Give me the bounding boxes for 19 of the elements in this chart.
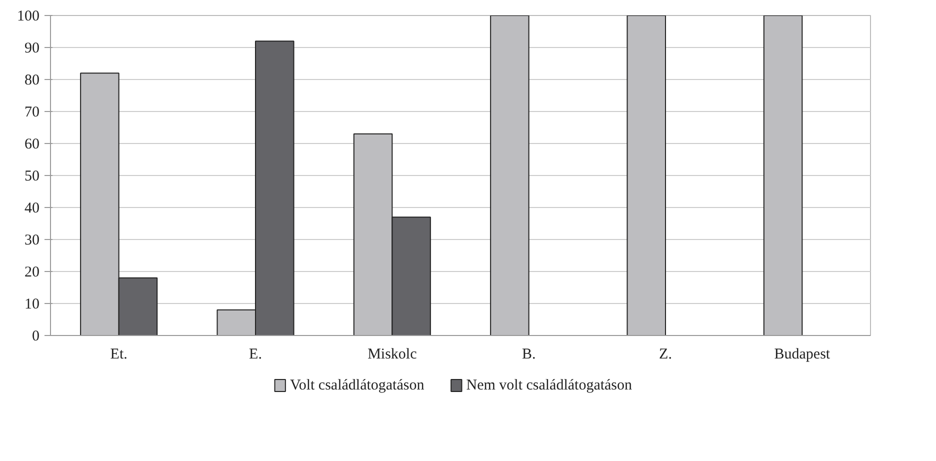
- y-tick-label: 90: [24, 40, 40, 56]
- x-tick-label: Z.: [659, 346, 672, 362]
- y-tick-label: 0: [32, 328, 40, 344]
- y-tick-label: 70: [24, 104, 40, 120]
- legend-label: Nem volt családlátogatáson: [466, 378, 633, 394]
- x-tick-label: Budapest: [774, 346, 831, 362]
- x-tick-label: Miskolc: [368, 346, 418, 362]
- x-tick-label: Et.: [110, 346, 128, 362]
- y-tick-label: 30: [24, 232, 40, 248]
- y-tick-label: 50: [24, 168, 40, 184]
- x-tick-label: E.: [249, 346, 262, 362]
- y-tick-label: 10: [24, 296, 40, 312]
- legend-label: Volt családlátogatáson: [290, 378, 425, 394]
- x-tick-label: B.: [522, 346, 536, 362]
- y-tick-label: 20: [24, 264, 40, 280]
- y-tick-label: 80: [24, 72, 40, 88]
- y-tick-label: 100: [17, 8, 40, 24]
- y-tick-label: 40: [24, 200, 40, 216]
- y-tick-label: 60: [24, 136, 40, 152]
